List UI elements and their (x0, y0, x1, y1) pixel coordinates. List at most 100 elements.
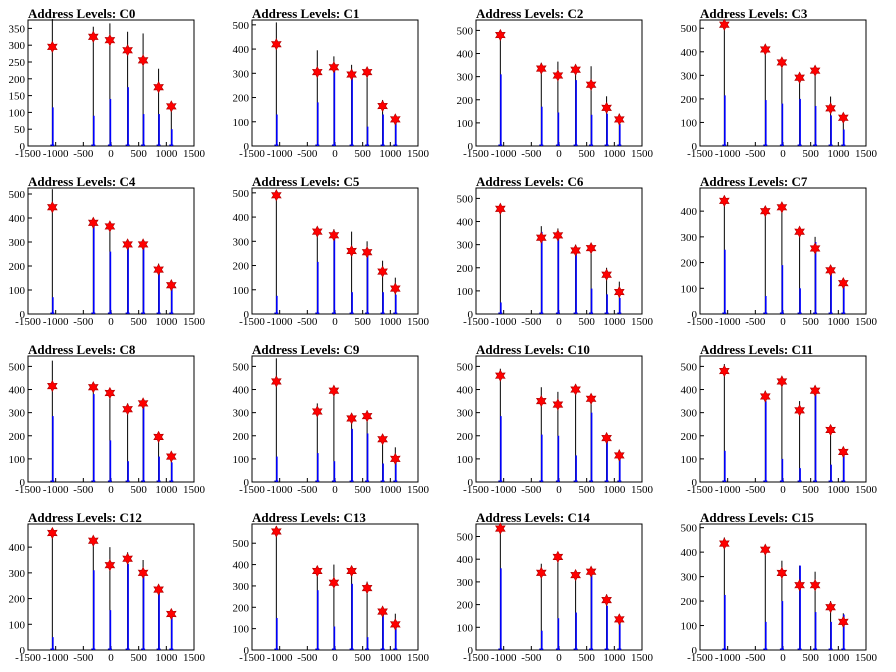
chart-title: Address Levels: C7 (700, 174, 808, 189)
red-star-marker-icon (719, 364, 730, 378)
red-star-marker-icon (776, 56, 788, 69)
y-tick-label: 0 (20, 309, 26, 321)
y-tick-label: 500 (681, 523, 698, 535)
chart-title: Address Levels: C14 (476, 510, 590, 525)
y-tick-label: 500 (233, 188, 250, 200)
y-tick-label: 300 (457, 577, 474, 589)
x-tick-label: -1500 (239, 316, 265, 328)
x-tick-label: -500 (297, 316, 318, 328)
red-star-marker-icon (809, 242, 821, 255)
y-tick-label: 400 (681, 385, 698, 397)
red-star-marker-icon (137, 54, 149, 67)
x-tick-label: -500 (521, 484, 542, 496)
x-tick-label: 1000 (379, 484, 402, 496)
red-star-marker-icon (794, 71, 805, 84)
x-tick-label: -500 (521, 316, 542, 328)
x-tick-label: -500 (745, 148, 766, 160)
y-tick-label: 400 (681, 206, 698, 218)
x-tick-label: -1000 (715, 148, 741, 160)
red-star-marker-icon (585, 392, 597, 405)
x-tick-label: -500 (745, 652, 766, 664)
x-tick-label: -500 (521, 148, 542, 160)
y-tick-label: 400 (681, 547, 698, 559)
y-tick-label: 100 (457, 118, 474, 130)
red-star-marker-icon (328, 229, 340, 242)
red-star-marker-icon (87, 216, 99, 229)
chart-panel: Address Levels: C8 0 100 200 300 400 500 -1500-… (0, 336, 224, 504)
y-tick-label: 300 (457, 240, 474, 252)
red-star-marker-icon (585, 78, 597, 91)
red-star-marker-icon (809, 384, 821, 397)
x-tick-label: 500 (354, 316, 371, 328)
red-star-marker-icon (495, 28, 506, 42)
y-tick-label: 300 (233, 236, 250, 248)
y-tick-label: 100 (233, 454, 250, 466)
x-tick-label: 1000 (155, 148, 178, 160)
red-star-marker-icon (585, 565, 597, 578)
red-star-marker-icon (122, 44, 133, 57)
x-tick-label: -500 (297, 148, 318, 160)
y-tick-label: 300 (9, 568, 26, 580)
red-star-marker-icon (794, 404, 805, 417)
red-star-marker-icon (122, 403, 133, 416)
x-tick-label: -1000 (43, 652, 69, 664)
x-tick-label: 1500 (631, 148, 654, 160)
x-tick-label: -1000 (267, 484, 293, 496)
red-star-marker-icon (87, 30, 99, 43)
x-tick-label: -1000 (43, 316, 69, 328)
red-star-marker-icon (776, 201, 788, 214)
red-star-marker-icon (535, 566, 547, 579)
red-star-marker-icon (759, 204, 771, 218)
chart-panel: Address Levels: C13 0 100 200 300 400 500 -1500… (224, 504, 448, 672)
y-tick-label: 0 (20, 141, 26, 153)
y-tick-label: 0 (468, 645, 474, 657)
red-star-marker-icon (389, 452, 401, 466)
y-tick-label: 200 (9, 74, 26, 86)
y-tick-label: 400 (233, 212, 250, 224)
x-tick-label: -500 (745, 316, 766, 328)
x-tick-label: -1000 (267, 652, 293, 664)
red-star-marker-icon (776, 375, 788, 388)
red-star-marker-icon (759, 390, 771, 403)
chart-panel: Address Levels: C10 0 100 200 300 400 500 -1500… (448, 336, 672, 504)
chart-svg: 0 100 200 300 400 500 -1500 -1000 -500 0 500 1000 15… (457, 355, 654, 496)
red-star-marker-icon (495, 369, 506, 382)
y-tick-label: 500 (681, 361, 698, 373)
x-tick-label: 0 (332, 316, 338, 328)
red-star-marker-icon (809, 64, 821, 77)
y-tick-label: 400 (9, 542, 26, 554)
x-tick-label: 1500 (631, 652, 654, 664)
x-tick-label: -1500 (463, 316, 489, 328)
chart-svg: 0 100 200 300 400 500 -1500 -1000 -500 0 500 1000 15… (233, 355, 430, 496)
y-tick-label: 500 (233, 361, 250, 373)
x-tick-label: 500 (578, 652, 595, 664)
x-tick-label: 500 (802, 316, 819, 328)
red-star-marker-icon (346, 564, 357, 578)
red-star-marker-icon (122, 238, 133, 251)
x-tick-label: 500 (130, 148, 147, 160)
chart-svg: 0 100 200 300 400 500 -1500 -1000 -500 0 500 1000 15… (681, 523, 878, 664)
red-star-marker-icon (271, 189, 282, 202)
x-tick-label: 1000 (155, 652, 178, 664)
red-star-marker-icon (153, 583, 164, 596)
y-tick-label: 150 (9, 91, 26, 103)
x-tick-label: -1000 (267, 148, 293, 160)
red-star-marker-icon (535, 231, 547, 244)
x-tick-label: 1000 (603, 484, 626, 496)
chart-svg: 0 50 100 150 200 250 300 350 -1500 -1000 -500 0 500 1… (9, 18, 206, 160)
y-tick-label: 0 (692, 645, 698, 657)
x-tick-label: 500 (354, 148, 371, 160)
x-tick-label: 0 (108, 484, 114, 496)
y-tick-label: 200 (681, 596, 698, 608)
x-tick-label: 1000 (827, 316, 850, 328)
chart-svg: 0 100 200 300 400 500 -1500 -1000 -500 0 500 1000 15… (457, 187, 654, 328)
chart-svg: 0 100 200 300 400 500 -1500 -1000 -500 0 500 1000 15… (681, 355, 878, 496)
x-tick-label: -1500 (463, 148, 489, 160)
red-star-marker-icon (535, 394, 547, 408)
y-tick-label: 400 (457, 385, 474, 397)
chart-panel: Address Levels: C12 0 100 200 300 400 -1500 -10… (0, 504, 224, 672)
x-tick-label: 0 (332, 148, 338, 160)
red-star-marker-icon (328, 576, 340, 589)
y-tick-label: 0 (244, 309, 250, 321)
y-tick-label: 100 (9, 285, 26, 297)
